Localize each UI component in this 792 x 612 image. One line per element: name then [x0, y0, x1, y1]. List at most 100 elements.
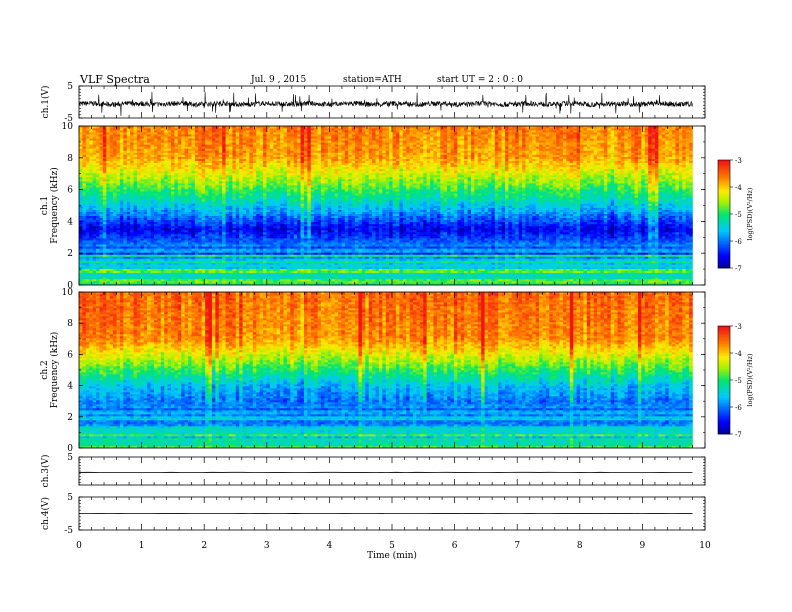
spectrogram-cell: [645, 279, 649, 281]
spectrogram-cell: [263, 269, 267, 271]
spectrogram-cell: [508, 271, 512, 273]
spectrogram-cell: [277, 277, 281, 279]
spectrogram-cell: [461, 279, 465, 281]
spectrogram-cell: [215, 279, 219, 281]
spectrogram-cell: [686, 271, 690, 273]
spectrogram-cell: [621, 281, 625, 283]
spectrogram-cell: [420, 281, 424, 283]
spectrogram-cell: [491, 277, 495, 279]
spectrogram-cell: [202, 271, 206, 273]
spectrogram-cell: [174, 275, 178, 277]
spectrogram-cell: [307, 277, 311, 279]
spectrogram-cell: [539, 271, 543, 273]
spectrogram-cell: [611, 279, 615, 281]
spectrogram-cell: [341, 271, 345, 273]
spectrogram-cell: [594, 269, 598, 271]
spectrogram-cell: [232, 281, 236, 283]
spectrogram-cell: [665, 279, 669, 281]
spectrogram-cell: [679, 281, 683, 283]
spectrogram-cell: [222, 269, 226, 271]
spectrogram-cell: [454, 275, 458, 277]
spectrogram-cell: [229, 279, 233, 281]
spectrogram-cell: [505, 279, 509, 281]
spectrogram-cell: [222, 271, 226, 273]
spectrogram-cell: [468, 269, 472, 271]
spectrogram-cell: [181, 277, 185, 279]
spectrogram-cell: [485, 275, 489, 277]
spectrogram-cell: [416, 277, 420, 279]
spectrogram-cell: [253, 281, 257, 283]
spectrogram-cell: [669, 269, 673, 271]
spectrogram-cell: [413, 275, 417, 277]
spectrogram-cell: [461, 277, 465, 279]
spectrogram-cell: [321, 279, 325, 281]
spectrogram-cell: [485, 271, 489, 273]
spectrogram-cell: [399, 269, 403, 271]
spectrogram-cell: [566, 269, 570, 271]
spectrogram-cell: [294, 281, 298, 283]
spectrogram-cell: [79, 275, 83, 277]
spectrogram-cell: [341, 275, 345, 277]
spectrogram-cell: [369, 281, 373, 283]
spectrogram-cell: [427, 279, 431, 281]
spectrogram-cell: [154, 273, 158, 275]
spectrogram-cell: [464, 273, 468, 275]
spectrogram-cell: [86, 273, 90, 275]
spectrogram-cell: [658, 277, 662, 279]
spectrogram-cell: [195, 279, 199, 281]
spectrogram-cell: [672, 269, 676, 271]
spectrogram-cell: [597, 277, 601, 279]
spectrogram-cell: [679, 271, 683, 273]
spectrogram-cell: [93, 271, 97, 273]
spectrogram-cell: [328, 271, 332, 273]
spectrogram-cell: [307, 269, 311, 271]
spectrogram-cell: [669, 279, 673, 281]
spectrogram-cell: [665, 269, 669, 271]
spectrogram-cell: [583, 279, 587, 281]
spectrogram-cell: [219, 277, 223, 279]
spectrogram-cell: [635, 273, 639, 275]
spectrogram-cell: [280, 271, 284, 273]
spectrogram-cell: [563, 271, 567, 273]
spectrogram-cell: [437, 273, 441, 275]
spectrogram-cell: [611, 275, 615, 277]
spectrogram-cell: [376, 281, 380, 283]
spectrogram-cell: [604, 275, 608, 277]
spectrogram-cell: [348, 279, 352, 281]
spectrogram-cell: [110, 279, 114, 281]
spectrogram-cell: [212, 275, 216, 277]
spectrogram-cell: [675, 275, 679, 277]
spectrogram-cell: [185, 269, 189, 271]
spectrogram-cell: [600, 271, 604, 273]
spectrogram-cell: [495, 269, 499, 271]
spectrogram-cell: [335, 275, 339, 277]
spectrogram-cell: [249, 273, 253, 275]
spectrogram-cell: [382, 281, 386, 283]
spectrogram-cell: [498, 275, 502, 277]
spectrogram-cell: [600, 269, 604, 271]
spectrogram-cell: [294, 277, 298, 279]
spectrogram-cell: [437, 279, 441, 281]
spectrogram-cell: [590, 271, 594, 273]
spectrogram-cell: [297, 271, 301, 273]
spectrogram-cell: [113, 271, 117, 273]
y-tick-label: 5: [67, 82, 73, 92]
spectrogram-cell: [311, 277, 315, 279]
spectrogram-cell: [430, 277, 434, 279]
spectrogram-cell: [249, 269, 253, 271]
spectrogram-cell: [362, 281, 366, 283]
spectrogram-cell: [573, 275, 577, 277]
spectrogram-cell: [621, 277, 625, 279]
spectrogram-cell: [181, 269, 185, 271]
spectrogram-cell: [82, 273, 86, 275]
spectrogram-cell: [103, 281, 107, 283]
spectrogram-cell: [120, 279, 124, 281]
spectrogram-cell: [236, 281, 240, 283]
spectrogram-cell: [89, 271, 93, 273]
spectrogram-cell: [451, 279, 455, 281]
spectrogram-cell: [348, 277, 352, 279]
spectrogram-cell: [324, 269, 328, 271]
spectrogram-cell: [525, 275, 529, 277]
spectrogram-cell: [331, 275, 335, 277]
spectrogram-cell: [236, 277, 240, 279]
